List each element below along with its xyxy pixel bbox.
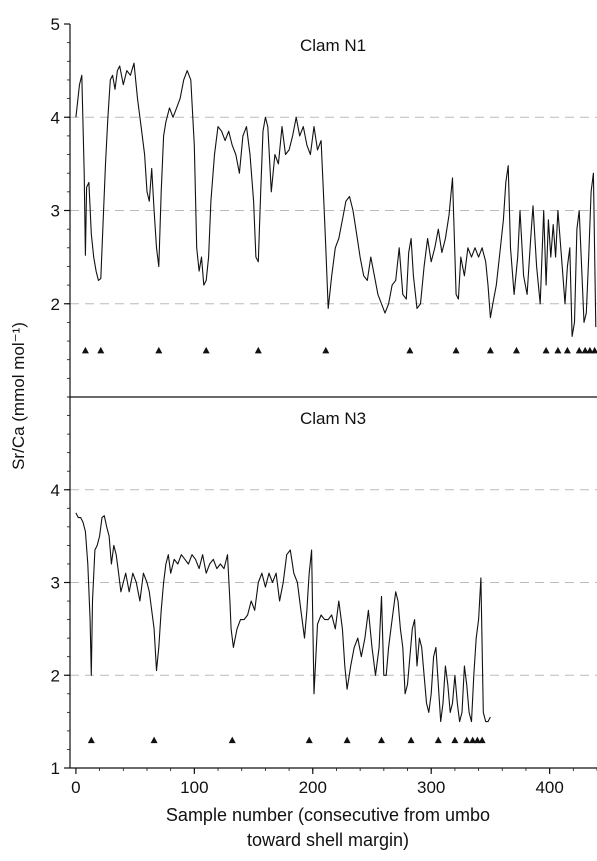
y-tick-label: 4 (51, 108, 60, 127)
x-axis-label-line1: Sample number (consecutive from umbo (166, 805, 490, 825)
panel-clam-n3: 1 2 3 4 Clam N3 (51, 396, 597, 778)
y-tick-label: 2 (51, 666, 60, 685)
x-tick-label: 300 (417, 778, 445, 797)
x-tick-label: 400 (535, 778, 563, 797)
triangle-marker (451, 736, 459, 744)
y-tick-label: 1 (51, 759, 60, 778)
triangle-marker (81, 346, 89, 354)
triangle-marker (254, 346, 262, 354)
x-tick-label: 200 (299, 778, 327, 797)
triangle-marker (228, 736, 236, 744)
triangle-marker (591, 346, 597, 354)
triangle-marker (463, 736, 471, 744)
series-line (75, 62, 597, 337)
triangle-marker (575, 346, 583, 354)
triangle-marker (434, 736, 442, 744)
panel-title: Clam N1 (300, 36, 366, 55)
triangle-marker (469, 736, 477, 744)
triangle-marker (452, 346, 460, 354)
y-tick-label: 3 (51, 202, 60, 221)
panel-clam-n1: 2 3 4 5 Clam N1 (51, 15, 597, 398)
triangle-marker (554, 346, 562, 354)
triangle-marker (406, 346, 414, 354)
triangle-marker (97, 346, 105, 354)
panel-title: Clam N3 (300, 409, 366, 428)
x-axis-label-line2: toward shell margin) (247, 830, 409, 850)
x-tick-label: 100 (180, 778, 208, 797)
triangle-marker (150, 736, 158, 744)
triangle-marker (305, 736, 313, 744)
series-line (75, 512, 491, 723)
triangle-marker (486, 346, 494, 354)
y-axis-label: Sr/Ca (mmol mol⁻¹) (9, 322, 28, 470)
triangle-marker (202, 346, 210, 354)
triangle-marker (322, 346, 330, 354)
triangle-marker (581, 346, 589, 354)
triangle-marker (155, 346, 163, 354)
triangle-marker (542, 346, 550, 354)
triangle-marker (586, 346, 594, 354)
triangle-marker (87, 736, 95, 744)
triangle-marker (478, 736, 486, 744)
triangle-marker (377, 736, 385, 744)
triangle-marker (512, 346, 520, 354)
triangle-marker (407, 736, 415, 744)
triangle-marker (473, 736, 481, 744)
y-tick-label: 2 (51, 295, 60, 314)
triangle-marker (563, 346, 571, 354)
y-tick-label: 3 (51, 574, 60, 593)
triangle-marker (343, 736, 351, 744)
y-tick-label: 5 (51, 15, 60, 34)
y-tick-label: 4 (51, 481, 60, 500)
x-axis: 0 100 200 300 400 (71, 768, 597, 797)
x-tick-label: 0 (71, 778, 80, 797)
